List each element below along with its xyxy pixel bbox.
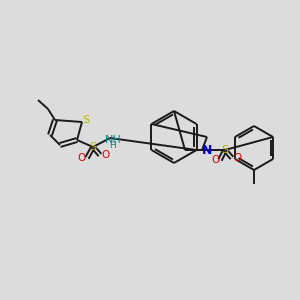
Text: NH: NH	[105, 135, 122, 145]
Text: H: H	[110, 140, 116, 149]
Text: O: O	[233, 153, 241, 163]
Text: S: S	[221, 145, 229, 155]
Text: N: N	[202, 143, 212, 157]
Text: O: O	[101, 150, 109, 160]
Text: O: O	[211, 155, 219, 165]
Text: S: S	[89, 142, 97, 152]
Text: O: O	[78, 153, 86, 163]
Text: S: S	[82, 115, 90, 125]
